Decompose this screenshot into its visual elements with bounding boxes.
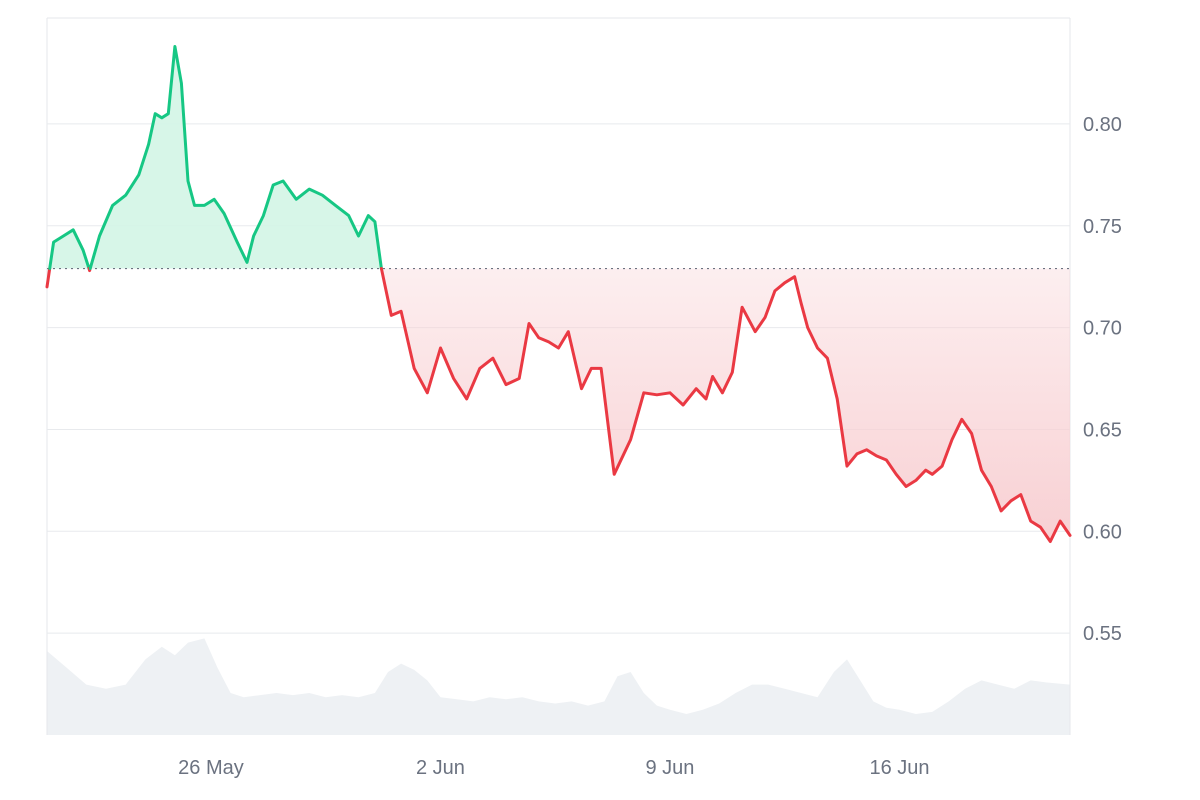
y-tick-label: 0.60 [1083,521,1122,543]
x-tick-label: 2 Jun [416,757,465,779]
fill-layer [47,46,1070,542]
y-tick-label: 0.65 [1083,419,1122,441]
below-baseline-fill [381,268,1070,542]
price-line-up [48,228,91,270]
line-layer [45,45,1072,543]
x-tick-label: 9 Jun [646,757,695,779]
price-line-down [379,267,1072,543]
x-tick-label: 16 Jun [869,757,929,779]
volume-area [47,638,1070,735]
axis-layer: 0.80 0.75 0.70 0.65 0.60 0.55 26 May 2 Jun 9 Jun… [178,114,1122,779]
above-baseline-fill [90,46,382,269]
y-tick-label: 0.70 [1083,318,1122,340]
y-tick-label: 0.75 [1083,216,1122,238]
price-line-down [45,267,52,289]
volume-layer [47,638,1070,735]
y-tick-label: 0.55 [1083,623,1122,645]
price-line-up [88,45,383,270]
y-tick-label: 0.80 [1083,114,1122,136]
x-tick-label: 26 May [178,757,244,779]
